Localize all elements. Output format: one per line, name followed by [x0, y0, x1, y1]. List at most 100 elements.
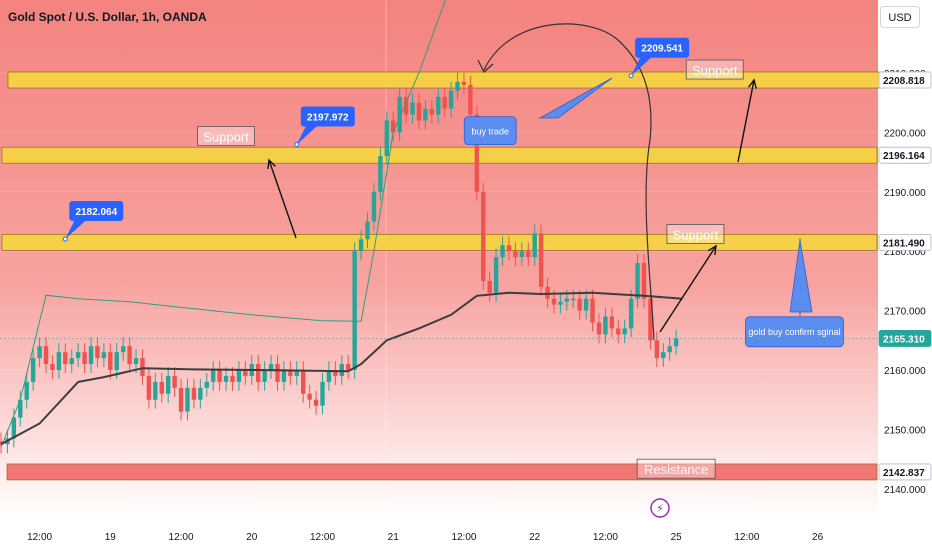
price-callout-pointer [65, 218, 88, 239]
y-tick-label: 2170.000 [884, 307, 926, 318]
x-tick-label: 12:00 [451, 532, 476, 543]
support-label-box [197, 126, 255, 146]
candle-body [262, 370, 267, 382]
candle-body [11, 417, 17, 439]
confirm-signal-note[interactable] [745, 316, 844, 348]
price-level-tag [878, 71, 932, 89]
x-tick-label: 12:00 [27, 532, 52, 543]
x-tick-label: 21 [388, 532, 400, 543]
y-tick-label: 2190.000 [884, 188, 926, 199]
candle-body [487, 280, 492, 293]
candle-body [500, 245, 505, 258]
price-callout-box[interactable] [635, 37, 690, 58]
candle-body [75, 352, 81, 359]
y-tick-label: 2140.000 [884, 485, 926, 496]
support-label-box [666, 224, 725, 244]
last-price-tag [878, 330, 932, 347]
candle-body [673, 338, 679, 347]
candle-body [281, 370, 287, 382]
support-label: Support [203, 130, 249, 145]
candle-body [410, 102, 415, 115]
resistance-label: Resistance [644, 462, 708, 477]
candle-body [236, 370, 242, 382]
candle-body [50, 364, 55, 370]
candle-body [165, 375, 171, 394]
candle-body [654, 340, 660, 359]
candle-body [648, 298, 653, 341]
candle-body [140, 358, 145, 376]
price-callout-box[interactable] [300, 106, 355, 127]
candle-body [0, 441, 4, 445]
currency-button[interactable]: USD [880, 6, 920, 28]
candle-body [519, 251, 525, 258]
candle-body [609, 316, 615, 329]
candle-body [635, 263, 640, 299]
price-callout-anchor [628, 73, 634, 79]
candle-body [127, 346, 132, 365]
candle-body [538, 233, 544, 287]
price-callout-text: 2209.541 [641, 44, 683, 55]
candle-body [95, 346, 100, 359]
x-tick-label: 26 [812, 532, 824, 543]
resistance-zone [6, 463, 878, 481]
lightning-icon[interactable] [650, 498, 670, 518]
candle-body [333, 370, 338, 376]
candle-body [365, 221, 370, 240]
candle-body [442, 96, 447, 109]
candle-body [294, 370, 299, 376]
candle-body [358, 239, 364, 252]
x-tick-label: 20 [246, 532, 258, 543]
arrow-to-support-1 [268, 159, 297, 239]
candle-body [532, 233, 537, 258]
candle-body [461, 81, 467, 85]
candle-body [423, 108, 428, 121]
x-tick-label: 12:00 [169, 532, 194, 543]
candle-body [403, 96, 409, 115]
time-axis[interactable] [0, 520, 932, 550]
candle-body [301, 370, 306, 394]
candle-body [558, 301, 563, 305]
buy-trade-pointer [538, 77, 613, 119]
candle-body [56, 352, 62, 370]
support-label-box [685, 59, 744, 80]
candle-body [429, 108, 435, 115]
candle-body [320, 381, 325, 406]
candle-body [416, 102, 422, 121]
candle-body [37, 346, 42, 359]
candle-body [641, 263, 647, 299]
candle-body [24, 381, 29, 400]
price-level-tag [878, 146, 932, 164]
resistance-label-box [636, 458, 716, 479]
support-label: Support [673, 228, 719, 243]
support-label: Support [692, 63, 738, 78]
candle-body [223, 375, 229, 382]
candle-body [622, 328, 627, 335]
candle-body [178, 387, 184, 412]
candle-body [185, 387, 190, 412]
confirm-signal-text: gold buy confirm sginal [748, 327, 840, 337]
candle-body [474, 114, 480, 192]
candle-body [448, 90, 454, 109]
price-level-text: 2165.310 [883, 334, 925, 345]
candle-body [88, 346, 94, 365]
buy-trade-text: buy trade [471, 127, 509, 137]
x-tick-label: 19 [105, 532, 117, 543]
candle-body [616, 328, 621, 335]
candle-body [326, 370, 332, 382]
candle-body [526, 251, 531, 258]
buy-trade-note[interactable] [463, 116, 517, 146]
price-level-tag [878, 233, 932, 251]
candle-body [63, 352, 68, 365]
candle-body [397, 96, 402, 133]
candle-body [191, 387, 197, 400]
candle-body [352, 251, 357, 370]
y-tick-label: 2180.000 [884, 247, 926, 258]
x-tick-label: 12:00 [310, 532, 335, 543]
candle-body [120, 346, 126, 353]
candle-body [204, 381, 209, 388]
candle-body [545, 286, 550, 299]
candle-body [146, 375, 152, 400]
price-callout-box[interactable] [69, 200, 124, 221]
ma-green-line [0, 0, 446, 448]
